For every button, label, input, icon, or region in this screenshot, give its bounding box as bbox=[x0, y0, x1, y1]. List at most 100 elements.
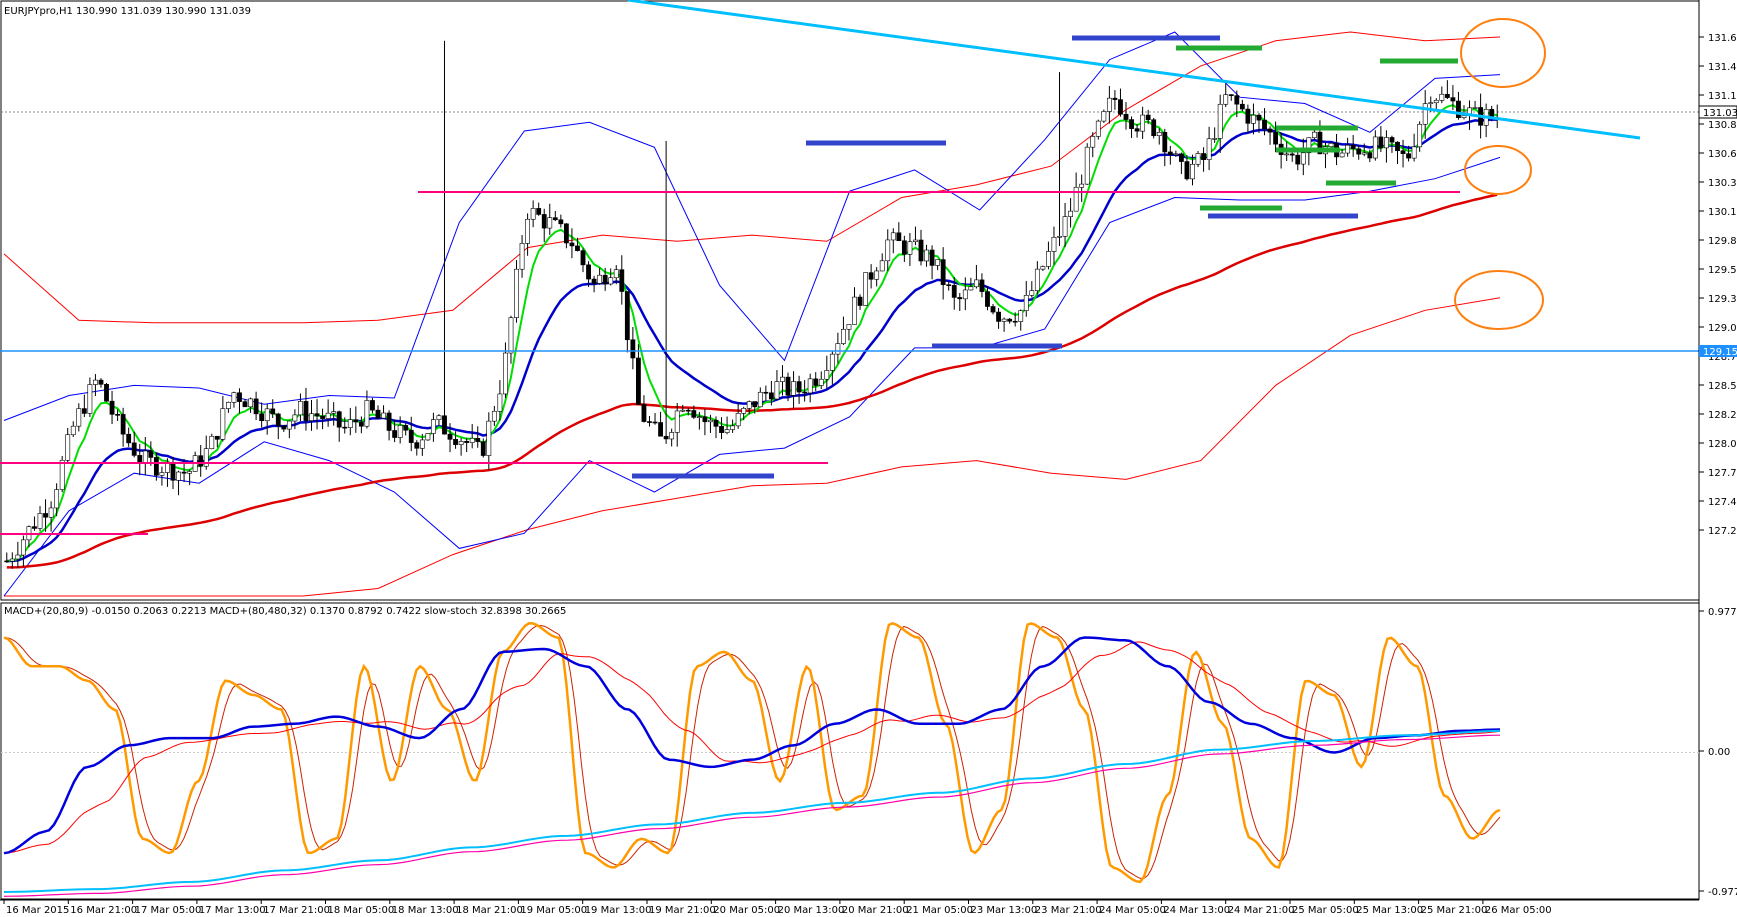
hline-price-box bbox=[1699, 345, 1737, 357]
candle-body bbox=[652, 421, 658, 424]
candle-body bbox=[752, 401, 758, 408]
hline-price-label: 129.156 bbox=[1703, 347, 1737, 358]
price-pane[interactable]: EURJPYpro,H1 130.990 131.039 130.990 131… bbox=[0, 0, 1700, 601]
indicator-pane[interactable]: MACD+(20,80,9) -0.0150 0.2063 0.2213 MAC… bbox=[0, 602, 1700, 900]
candle-body bbox=[1372, 136, 1378, 159]
candle-body bbox=[658, 422, 663, 437]
candle-body bbox=[879, 260, 885, 272]
candle-body bbox=[1472, 107, 1478, 109]
candle-body bbox=[841, 328, 846, 344]
time-tick-label: 26 Mar 05:00 bbox=[1485, 905, 1552, 916]
candle-body bbox=[126, 433, 132, 444]
candle-body bbox=[613, 269, 619, 279]
candle-body bbox=[990, 306, 996, 313]
candle-body bbox=[514, 268, 519, 318]
ema-mid-line bbox=[6, 118, 1498, 563]
candle-body bbox=[1167, 151, 1173, 156]
time-tick-label: 17 Mar 05:00 bbox=[135, 905, 202, 916]
price-tick-label: 129.050 bbox=[1708, 323, 1737, 334]
candle-body bbox=[979, 279, 985, 292]
candle-body bbox=[630, 339, 636, 359]
candle-body bbox=[1339, 152, 1345, 158]
candle-body bbox=[741, 408, 747, 414]
candle-body bbox=[885, 239, 891, 262]
candle-body bbox=[968, 286, 974, 291]
candle-body bbox=[43, 513, 48, 518]
time-tick-label: 16 Mar 21:00 bbox=[70, 905, 137, 916]
price-tick-label: 130.885 bbox=[1708, 120, 1737, 131]
price-tick-label: 130.360 bbox=[1708, 178, 1737, 189]
candle-body bbox=[65, 434, 71, 461]
candle-body bbox=[259, 413, 265, 422]
candle-body bbox=[1095, 120, 1101, 137]
candle-body bbox=[996, 311, 1001, 322]
candle-body bbox=[802, 391, 808, 394]
descending-trendline[interactable] bbox=[627, 0, 1641, 140]
candle-body bbox=[901, 240, 907, 255]
candle-body bbox=[109, 400, 115, 415]
time-tick-label: 18 Mar 21:00 bbox=[456, 905, 523, 916]
time-tick-label: 25 Mar 13:00 bbox=[1356, 905, 1423, 916]
candle-body bbox=[846, 324, 852, 330]
candle-body bbox=[59, 459, 65, 490]
candle-body bbox=[1073, 186, 1079, 212]
candle-body bbox=[547, 217, 553, 229]
candle-body bbox=[608, 277, 614, 285]
candle-body bbox=[48, 507, 54, 518]
current-price-label: 131.039 bbox=[1703, 108, 1737, 119]
candle-body bbox=[796, 381, 802, 393]
candle-body bbox=[1300, 152, 1306, 165]
candle-body bbox=[320, 415, 325, 419]
candle-body bbox=[336, 411, 342, 428]
candle-body bbox=[1029, 290, 1035, 296]
time-tick-label: 17 Mar 21:00 bbox=[263, 905, 330, 916]
candle-body bbox=[829, 353, 835, 371]
candle-body bbox=[115, 414, 120, 416]
candle-body bbox=[187, 471, 193, 474]
candle-body bbox=[1156, 131, 1162, 136]
candle-body bbox=[242, 401, 248, 408]
candle-body bbox=[874, 270, 880, 280]
candle-body bbox=[1267, 128, 1273, 133]
candle-body bbox=[1034, 268, 1040, 291]
candle-body bbox=[508, 317, 514, 354]
candle-body bbox=[353, 419, 359, 423]
candle-body bbox=[1079, 183, 1085, 188]
candle-body bbox=[397, 425, 403, 438]
price-tick-label: 129.575 bbox=[1708, 265, 1737, 276]
macd-slow-signal-line bbox=[3, 734, 1501, 897]
candle-body bbox=[9, 558, 15, 562]
candle-body bbox=[1057, 236, 1062, 238]
candle-body bbox=[1173, 153, 1179, 156]
candle-body bbox=[685, 409, 691, 412]
candle-body bbox=[469, 438, 475, 443]
time-tick-label: 24 Mar 21:00 bbox=[1228, 905, 1295, 916]
candle-body bbox=[1433, 100, 1439, 104]
candle-body bbox=[647, 421, 652, 423]
candle-body bbox=[575, 245, 580, 251]
candle-body bbox=[763, 391, 769, 394]
candle-body bbox=[1306, 137, 1312, 154]
candle-body bbox=[619, 269, 625, 292]
candle-body bbox=[1212, 138, 1218, 140]
candle-body bbox=[1140, 114, 1146, 132]
candle-body bbox=[342, 426, 348, 429]
candle-body bbox=[1417, 123, 1423, 148]
candle-body bbox=[1145, 114, 1151, 121]
candle-body bbox=[1195, 153, 1201, 165]
candle-body bbox=[807, 378, 813, 394]
candle-body bbox=[325, 412, 331, 419]
candle-body bbox=[298, 401, 303, 416]
candle-body bbox=[1123, 113, 1129, 120]
candle-body bbox=[852, 296, 857, 325]
time-tick-label: 19 Mar 05:00 bbox=[520, 905, 587, 916]
candle-body bbox=[1068, 210, 1073, 217]
candle-body bbox=[940, 259, 946, 285]
candle-body bbox=[774, 381, 780, 400]
candle-body bbox=[813, 378, 819, 386]
candle-body bbox=[231, 392, 237, 403]
candle-body bbox=[70, 425, 76, 436]
candle-body bbox=[425, 433, 431, 441]
candle-body bbox=[1273, 131, 1279, 145]
